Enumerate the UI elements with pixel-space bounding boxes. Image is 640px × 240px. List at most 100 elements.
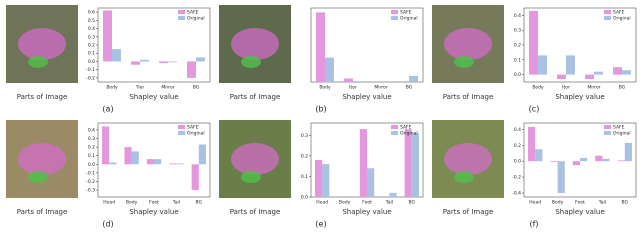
bar: [325, 57, 334, 82]
plot-frame: [523, 122, 637, 198]
legend-swatch: [178, 131, 185, 135]
bar: [595, 155, 603, 162]
y-tick-label: 0.3: [88, 136, 95, 142]
image-label: Parts of Image: [443, 208, 494, 216]
y-tick-label: 0.2: [88, 145, 95, 151]
image-label: Parts of Image: [230, 208, 281, 216]
bar: [154, 159, 162, 165]
bar: [131, 151, 139, 165]
bar: [102, 126, 110, 165]
y-tick-label: -0.4: [512, 191, 521, 197]
panel-caption: (c): [529, 105, 540, 114]
x-tick-label: Head: [316, 200, 328, 206]
photo-segment: [18, 28, 66, 60]
bar: [566, 55, 575, 75]
legend-label: Original: [613, 16, 631, 22]
y-tick-label: 0.1: [514, 57, 521, 63]
x-tick-label: BG: [622, 200, 629, 206]
y-tick-label: 0.3: [301, 133, 308, 139]
y-tick-label: 0.4: [88, 26, 95, 32]
bar: [344, 78, 353, 82]
x-axis-label: Shapley value: [555, 93, 604, 101]
y-tick-label: 0.5: [88, 18, 95, 24]
bar: [112, 49, 121, 62]
image-label: Parts of Image: [17, 93, 68, 101]
y-tick-label: 0.6: [88, 10, 95, 16]
x-tick-label: Mirror: [587, 85, 600, 91]
x-axis-label: Shapley value: [342, 93, 391, 101]
x-tick-label: Foot: [149, 200, 159, 206]
legend-label: SAFE: [187, 125, 199, 131]
y-tick-label: 0.4: [514, 127, 521, 133]
legend-label: SAFE: [613, 125, 625, 131]
x-axis-label: Shapley value: [129, 208, 178, 216]
y-tick-label: 0.2: [301, 153, 308, 159]
photo-segment: [444, 143, 492, 175]
bar: [353, 81, 362, 82]
x-tick-label: Tier: [135, 85, 145, 91]
bar: [146, 159, 154, 165]
bar: [367, 168, 375, 197]
x-tick-label: Body: [106, 85, 118, 91]
panel-caption: (b): [315, 105, 326, 114]
x-tick-label: Itor: [349, 85, 357, 91]
x-tick-label: Tail: [598, 200, 606, 206]
x-axis-label: Shapley value: [555, 208, 604, 216]
bar: [557, 161, 565, 194]
legend-swatch: [391, 131, 398, 135]
photo-segment: [454, 56, 474, 68]
bar: [528, 126, 536, 162]
bar: [411, 133, 419, 197]
image-label: Parts of Image: [17, 208, 68, 216]
plot-frame: [310, 7, 424, 83]
bar: [594, 71, 603, 75]
x-tick-label: Body: [532, 85, 544, 91]
photo-segment: [241, 56, 261, 68]
legend-label: Original: [400, 131, 418, 137]
x-tick-label: BG: [196, 200, 203, 206]
y-tick-label: 0.4: [88, 127, 95, 133]
bar: [557, 74, 566, 80]
y-tick-label: 0.0: [88, 162, 95, 168]
legend-swatch: [604, 16, 611, 20]
photo-segment: [241, 171, 261, 183]
x-tick-label: Mirror: [161, 85, 174, 91]
bar: [617, 160, 625, 162]
bar: [176, 163, 184, 165]
legend-label: Original: [613, 131, 631, 137]
y-tick-label: 0.1: [301, 174, 308, 180]
x-tick-label: BG: [193, 85, 200, 91]
legend-swatch: [178, 16, 185, 20]
bar: [404, 129, 412, 197]
bar: [538, 55, 547, 75]
bar: [322, 164, 330, 197]
x-tick-label: BG: [409, 200, 416, 206]
bar: [124, 147, 132, 165]
bar: [169, 163, 177, 165]
y-tick-label: 0.1: [88, 51, 95, 57]
legend-label: Original: [187, 131, 205, 137]
x-tick-label: Tail: [385, 200, 393, 206]
legend-label: SAFE: [400, 125, 412, 131]
photo-segment: [231, 143, 279, 175]
legend-swatch: [604, 10, 611, 14]
panel-caption: (a): [102, 105, 113, 114]
x-tick-label: Body: [552, 200, 564, 206]
x-tick-label: Tail: [172, 200, 180, 206]
y-tick-label: 0.3: [514, 28, 521, 34]
legend-label: SAFE: [187, 10, 199, 16]
bar: [131, 61, 140, 65]
legend-swatch: [178, 10, 185, 14]
bar: [198, 144, 206, 165]
bar: [622, 70, 631, 75]
bar: [168, 61, 177, 63]
bar: [187, 61, 196, 78]
bar: [316, 12, 325, 82]
image-label: Parts of Image: [230, 93, 281, 101]
x-tick-label: Body: [126, 200, 138, 206]
y-tick-label: -0.2: [86, 75, 95, 81]
figure: Parts of Image (a) -0.2 -0.1 0.0 0.1 0.2 0.3 0.4…: [6, 5, 637, 229]
bar: [109, 162, 117, 165]
bar: [580, 158, 588, 162]
x-tick-label: Body: [339, 200, 351, 206]
